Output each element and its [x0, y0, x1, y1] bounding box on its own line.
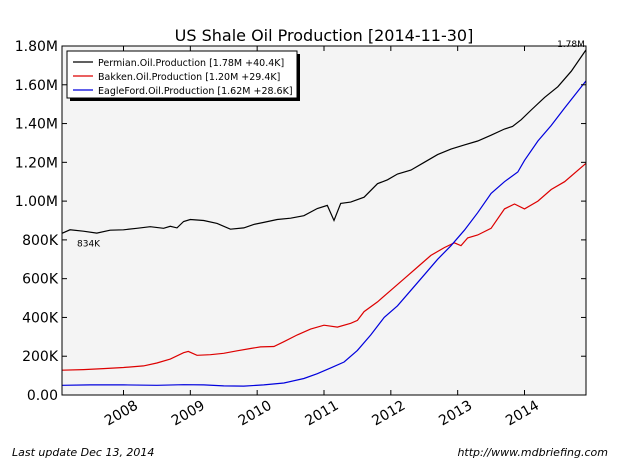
chart-title: US Shale Oil Production [2014-11-30]	[175, 26, 474, 45]
annotation-label-0: 834K	[77, 239, 101, 249]
x-tick-label: 2010	[236, 398, 275, 430]
footer-last-update: Last update Dec 13, 2014	[12, 446, 155, 459]
y-tick-label: 200K	[22, 349, 59, 365]
y-tick-label: 1.40M	[15, 117, 58, 133]
series-line-2	[61, 80, 587, 387]
legend-box	[66, 50, 298, 99]
series-line-1	[61, 162, 587, 371]
y-tick-label: 1.60M	[15, 78, 58, 94]
legend-entry-0: Permian.Oil.Production [1.78M +40.4K]	[98, 58, 284, 69]
legend-entry-2: EagleFord.Oil.Production [1.62M +28.6K]	[98, 86, 293, 97]
y-tick-label: 400K	[22, 310, 59, 326]
x-tick-label: 2008	[102, 398, 141, 430]
x-tick-label: 2009	[169, 398, 208, 430]
y-tick-label: 1.80M	[15, 39, 58, 55]
x-tick-label: 2012	[369, 398, 408, 430]
y-tick-label: 800K	[22, 233, 59, 249]
y-tick-label: 1.00M	[15, 194, 58, 210]
series-layer	[61, 49, 587, 387]
series-line-0	[61, 49, 587, 234]
legend: Permian.Oil.Production [1.78M +40.4K] Bak…	[66, 50, 300, 101]
legend-entry-1: Bakken.Oil.Production [1.20M +29.4K]	[98, 72, 280, 83]
plot-frame	[61, 45, 587, 396]
x-tick-label: 2014	[503, 398, 542, 430]
y-tick-label: 600K	[22, 272, 59, 288]
y-tick-label: 0.00	[27, 388, 58, 404]
footer-url: http://www.mdbriefing.com	[457, 446, 608, 459]
annotation-layer: 834K 1.78M	[77, 40, 585, 249]
annotation-label-1: 1.78M	[557, 40, 585, 50]
x-tick-label: 2013	[436, 398, 475, 430]
plot-background	[62, 46, 586, 395]
x-tick-label: 2011	[303, 398, 342, 430]
y-tick-label: 1.20M	[15, 155, 58, 171]
